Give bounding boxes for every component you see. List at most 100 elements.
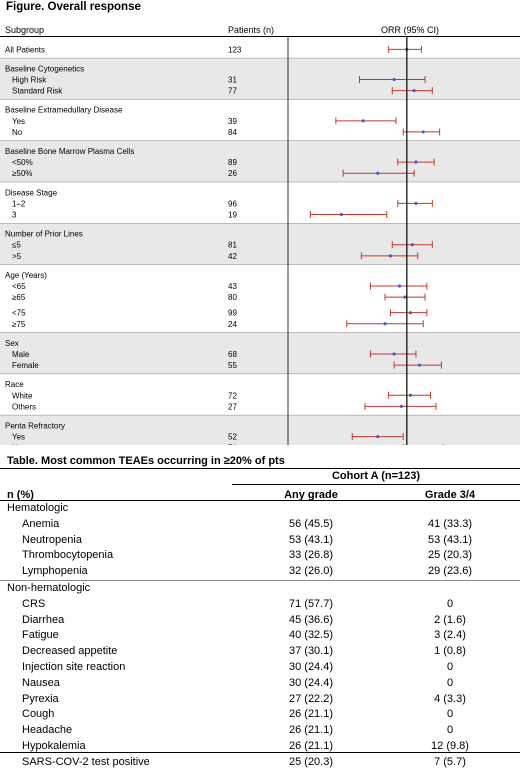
- n-percent-header: n (%): [7, 489, 34, 501]
- section-label: Non-hematologic: [7, 581, 91, 594]
- patient-count: 84: [228, 128, 237, 137]
- group-label: Race: [5, 380, 24, 389]
- point-estimate: [388, 254, 393, 258]
- patients-header: Patients (n): [228, 25, 275, 35]
- point-estimate: [399, 404, 403, 408]
- grade34-value: 4 (3.3): [434, 692, 466, 705]
- patient-count: 55: [228, 361, 237, 370]
- event-label: Decreased appetite: [22, 645, 118, 658]
- group-shade: [0, 223, 520, 265]
- group-label: Age (Years): [5, 271, 47, 280]
- point-estimate: [392, 77, 396, 82]
- event-label: Injection site reaction: [22, 660, 126, 673]
- row-label: 3: [12, 211, 17, 220]
- table-body: Hematologic Anemia 56 (45.5) 41 (33.3) Neutr…: [0, 501, 520, 771]
- row-label: ≤5: [12, 241, 21, 250]
- event-label: Fatigue: [22, 629, 59, 642]
- patient-count: 52: [228, 433, 237, 442]
- table-row: Headache 26 (21.1) 0: [0, 723, 520, 739]
- row-label: ≥50%: [12, 169, 32, 178]
- any-grade-value: 26 (21.1): [288, 708, 334, 721]
- any-grade-value: 30 (24.4): [288, 660, 334, 673]
- group-shade: [0, 58, 520, 100]
- row-label: <75: [12, 309, 26, 318]
- event-label: Neutropenia: [22, 533, 82, 546]
- table-row: Decreased appetite 37 (30.1) 1 (0.8): [0, 644, 520, 660]
- group-label: Baseline Cytogenetics: [5, 64, 84, 73]
- row-label: ≥75: [12, 320, 26, 329]
- subgroup-header: Subgroup: [5, 25, 45, 35]
- any-grade-value: 56 (45.5): [288, 517, 334, 530]
- point-estimate: [414, 160, 418, 164]
- point-estimate: [361, 119, 365, 123]
- group-label: Penta Refractory: [5, 421, 65, 430]
- patient-count: 39: [228, 117, 237, 126]
- any-grade-value: 26 (21.1): [288, 739, 334, 752]
- any-grade-value: 71 (57.7): [288, 597, 334, 610]
- table-row: Neutropenia 53 (43.1) 53 (43.1): [0, 533, 520, 549]
- orr-header: ORR (95% CI): [381, 25, 440, 35]
- section-header: Hematologic: [0, 501, 520, 517]
- table-row: Diarrhea 45 (36.6) 2 (1.6): [0, 613, 520, 629]
- patient-count: 43: [228, 282, 237, 291]
- section-label: Hematologic: [7, 502, 69, 514]
- patient-count: 24: [228, 320, 237, 329]
- patient-count: 31: [228, 76, 237, 85]
- any-grade-value: 45 (36.6): [288, 613, 334, 626]
- event-label: Thrombocytopenia: [22, 549, 114, 562]
- any-grade-value: 33 (26.8): [288, 549, 334, 562]
- group-shade: [0, 332, 520, 374]
- row-label: Male: [12, 350, 30, 359]
- event-label: Diarrhea: [22, 613, 65, 626]
- event-label: Pyrexia: [22, 692, 59, 705]
- grade34-value: 7 (5.7): [434, 755, 466, 768]
- event-label: Hypokalemia: [22, 739, 86, 752]
- any-grade-value: 26 (21.1): [288, 724, 334, 737]
- grade34-value: 2 (1.6): [434, 613, 466, 626]
- point-estimate: [410, 243, 414, 247]
- group-label: All Patients: [5, 45, 45, 54]
- table-row: Thrombocytopenia 33 (26.8) 25 (20.3): [0, 548, 520, 564]
- row-label: Standard Risk: [12, 87, 63, 96]
- event-label: Headache: [22, 724, 73, 737]
- point-estimate: [414, 201, 418, 206]
- patient-count: 80: [228, 293, 237, 302]
- grade34-header: Grade 3/4: [424, 489, 476, 501]
- figure-header-rule: [0, 36, 520, 37]
- row-label: Female: [12, 361, 39, 370]
- point-estimate: [421, 130, 425, 134]
- row-label: 1–2: [12, 199, 26, 208]
- point-estimate: [403, 295, 407, 299]
- table-row: Cough 26 (21.1) 0: [0, 707, 520, 723]
- point-estimate: [383, 322, 387, 326]
- grade34-value: 0: [446, 660, 454, 673]
- cohort-header: Cohort A (n=123): [331, 470, 421, 482]
- grade34-value: 3 (2.4): [434, 629, 466, 642]
- table-row: Hypokalemia 26 (21.1) 12 (9.8): [0, 739, 520, 755]
- event-label: Lymphopenia: [22, 565, 88, 578]
- table-top-rule: [0, 468, 520, 469]
- point-estimate: [408, 393, 413, 397]
- point-estimate: [397, 284, 402, 288]
- row-label: <50%: [12, 158, 33, 167]
- grade34-value: 12 (9.8): [431, 739, 469, 752]
- patient-count: 96: [228, 199, 237, 208]
- group-shade: [0, 140, 520, 182]
- group-label: Number of Prior Lines: [5, 230, 83, 239]
- patient-count: 77: [228, 87, 237, 96]
- row-label: Others: [12, 402, 36, 411]
- patient-count: 27: [228, 402, 237, 411]
- any-grade-value: 25 (20.3): [288, 755, 334, 768]
- group-label: Baseline Extramedullary Disease: [5, 106, 123, 115]
- group-shade: [0, 415, 520, 445]
- any-grade-value: 30 (24.4): [288, 676, 334, 689]
- table-header-rule: [0, 500, 520, 501]
- event-label: SARS-COV-2 test positive: [22, 755, 150, 768]
- grade34-value: 0: [446, 676, 454, 689]
- grade34-value: 25 (20.3): [427, 549, 473, 562]
- patient-count: 68: [228, 350, 237, 359]
- row-label: Yes: [12, 117, 25, 126]
- point-estimate: [392, 352, 396, 356]
- row-label: ≥65: [12, 293, 26, 302]
- grade34-value: 0: [446, 708, 454, 721]
